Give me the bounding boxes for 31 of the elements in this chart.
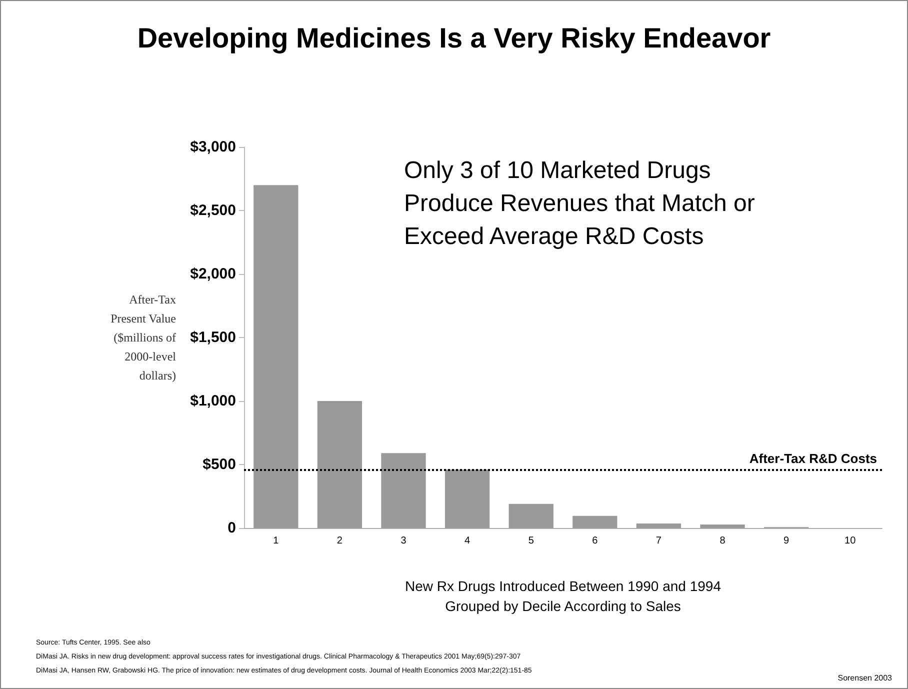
x-axis-title: New Rx Drugs Introduced Between 1990 and 1994 Grouped by Decile According to Sales bbox=[405, 578, 722, 614]
y-tick-label: 0 bbox=[228, 520, 236, 536]
x-tick-label: 1 bbox=[273, 536, 280, 546]
text: Sorensen 2003 bbox=[838, 674, 893, 682]
y-tick-label: $1,000 bbox=[190, 392, 236, 410]
x-tick-label: 9 bbox=[784, 536, 790, 546]
bar bbox=[444, 470, 490, 528]
x-tick-label: 4 bbox=[464, 536, 471, 546]
bar bbox=[508, 504, 554, 528]
x-tick-label: 6 bbox=[592, 536, 598, 546]
y-tick-label: $2,000 bbox=[190, 266, 236, 282]
bar bbox=[254, 185, 298, 528]
ref-line-label: After-Tax R&D Costs bbox=[749, 451, 877, 466]
bar bbox=[700, 524, 745, 528]
x-tick-label: 7 bbox=[656, 536, 662, 546]
y-tick-label: $2,500 bbox=[190, 202, 236, 219]
bar bbox=[317, 401, 362, 528]
bar bbox=[636, 524, 682, 528]
x-tick-label: 2 bbox=[336, 536, 343, 546]
y-tick-label: $500 bbox=[202, 456, 236, 473]
chart-title: Developing Medicines Is a Very Risky Endeavor bbox=[137, 22, 771, 54]
y-axis-title: After-Tax Present Value ($millions of 2000-level dollars) bbox=[110, 292, 177, 382]
y-tick-label: $1,500 bbox=[190, 329, 236, 346]
annotation: Only 3 of 10 Marketed Drugs Produce Revenues that Match or Exceed Average R&D Costs bbox=[404, 157, 755, 250]
bar bbox=[381, 453, 426, 528]
bar bbox=[572, 516, 618, 528]
x-tick-label: 3 bbox=[400, 536, 407, 546]
x-tick-label: 8 bbox=[720, 536, 726, 546]
x-tick-label: 10 bbox=[844, 536, 856, 546]
x-tick-label: 5 bbox=[528, 536, 534, 546]
y-tick-label: $3,000 bbox=[190, 138, 236, 156]
